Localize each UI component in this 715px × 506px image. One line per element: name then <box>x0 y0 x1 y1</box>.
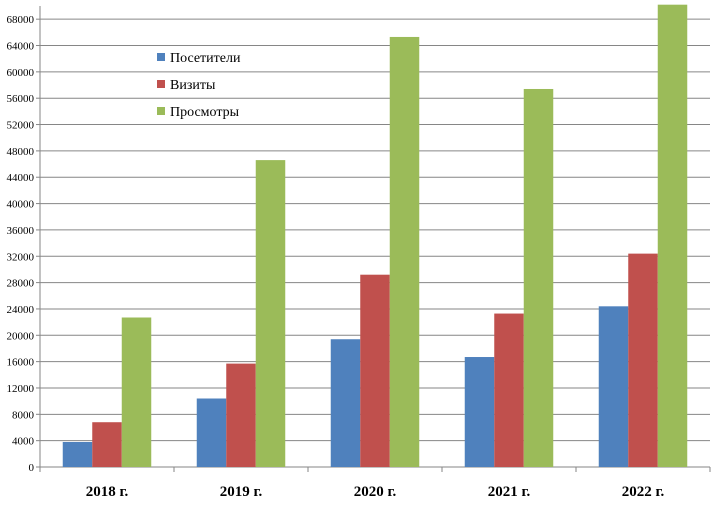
y-tick-label: 8000 <box>12 409 35 421</box>
bar <box>598 306 629 467</box>
y-tick-label: 64000 <box>7 41 35 53</box>
bar <box>464 357 495 467</box>
bar <box>360 274 390 467</box>
y-tick-label: 32000 <box>7 251 35 263</box>
legend-swatch <box>157 80 165 88</box>
bar <box>657 4 688 467</box>
x-tick-label: 2019 г. <box>220 484 263 500</box>
y-tick-label: 60000 <box>7 67 35 79</box>
x-tick-label: 2022 г. <box>622 484 665 500</box>
bar <box>62 441 93 467</box>
y-tick-label: 24000 <box>7 304 35 316</box>
y-tick-label: 20000 <box>7 330 35 342</box>
y-tick-label: 52000 <box>7 120 35 132</box>
x-tick-label: 2018 г. <box>86 484 129 500</box>
y-tick-label: 48000 <box>7 146 35 158</box>
y-tick-label: 68000 <box>7 14 35 26</box>
legend: Посетители Визиты Просмотры <box>157 51 241 120</box>
bar <box>628 253 658 467</box>
bar <box>523 88 554 467</box>
bar <box>121 317 152 467</box>
y-tick-label: 16000 <box>7 357 35 369</box>
y-tick-label: 44000 <box>7 172 35 184</box>
y-tick-label: 56000 <box>7 93 35 105</box>
bar <box>494 313 524 467</box>
legend-swatch <box>157 107 165 115</box>
bar <box>226 363 256 467</box>
legend-label: Просмотры <box>170 105 240 120</box>
y-tick-label: 12000 <box>7 383 35 395</box>
x-tick-label: 2021 г. <box>488 484 531 500</box>
bar <box>92 422 122 467</box>
legend-label: Посетители <box>170 51 241 66</box>
y-tick-label: 28000 <box>7 278 35 290</box>
axes: 0 4000 8000 12000 16000 20000 24000 28000 32000 3… <box>7 6 711 500</box>
y-tick-label: 40000 <box>7 199 35 211</box>
bar <box>255 160 286 467</box>
legend-swatch <box>157 53 165 61</box>
y-tick-label: 36000 <box>7 225 35 237</box>
y-tick-label: 4000 <box>12 436 35 448</box>
bars <box>62 4 688 468</box>
bar <box>389 36 420 468</box>
y-tick-label: 0 <box>29 462 35 474</box>
x-tick-label: 2020 г. <box>354 484 397 500</box>
legend-label: Визиты <box>170 78 216 93</box>
bar <box>196 398 227 467</box>
bar <box>330 339 361 467</box>
